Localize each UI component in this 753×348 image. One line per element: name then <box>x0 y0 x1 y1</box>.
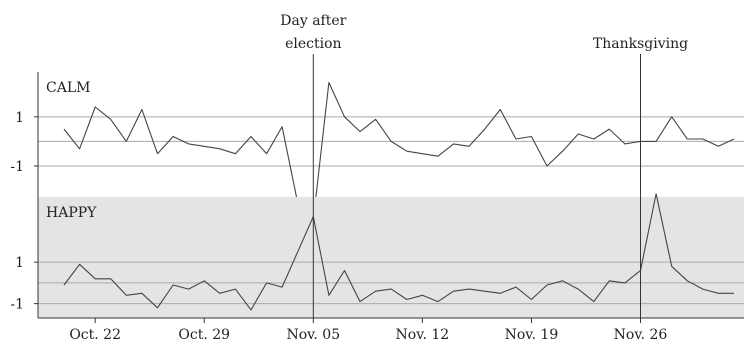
ytick-label-happy-1: -1 <box>10 297 24 313</box>
xtick-label-5: Nov. 26 <box>614 327 668 343</box>
panel-background-calm <box>38 72 744 197</box>
panel-title-happy: HAPPY <box>46 205 97 221</box>
ytick-label-happy-0: 1 <box>15 255 24 271</box>
panel-title-calm: CALM <box>46 80 90 96</box>
xtick-label-1: Oct. 29 <box>178 327 230 343</box>
xtick-label-0: Oct. 22 <box>69 327 121 343</box>
series-line-calm <box>63 81 735 221</box>
xtick-label-4: Nov. 19 <box>505 327 559 343</box>
annotation-label-0-1: election <box>285 36 341 52</box>
xtick-label-3: Nov. 12 <box>396 327 450 343</box>
annotation-label-1-0: Thanksgiving <box>593 36 688 52</box>
annotation-label-0-0: Day after <box>280 13 346 29</box>
ytick-label-calm-0: 1 <box>15 110 24 126</box>
panel-background-happy <box>38 197 744 318</box>
ytick-label-calm-1: -1 <box>10 159 24 175</box>
series-line-happy <box>63 193 734 311</box>
xtick-label-2: Nov. 05 <box>286 327 340 343</box>
